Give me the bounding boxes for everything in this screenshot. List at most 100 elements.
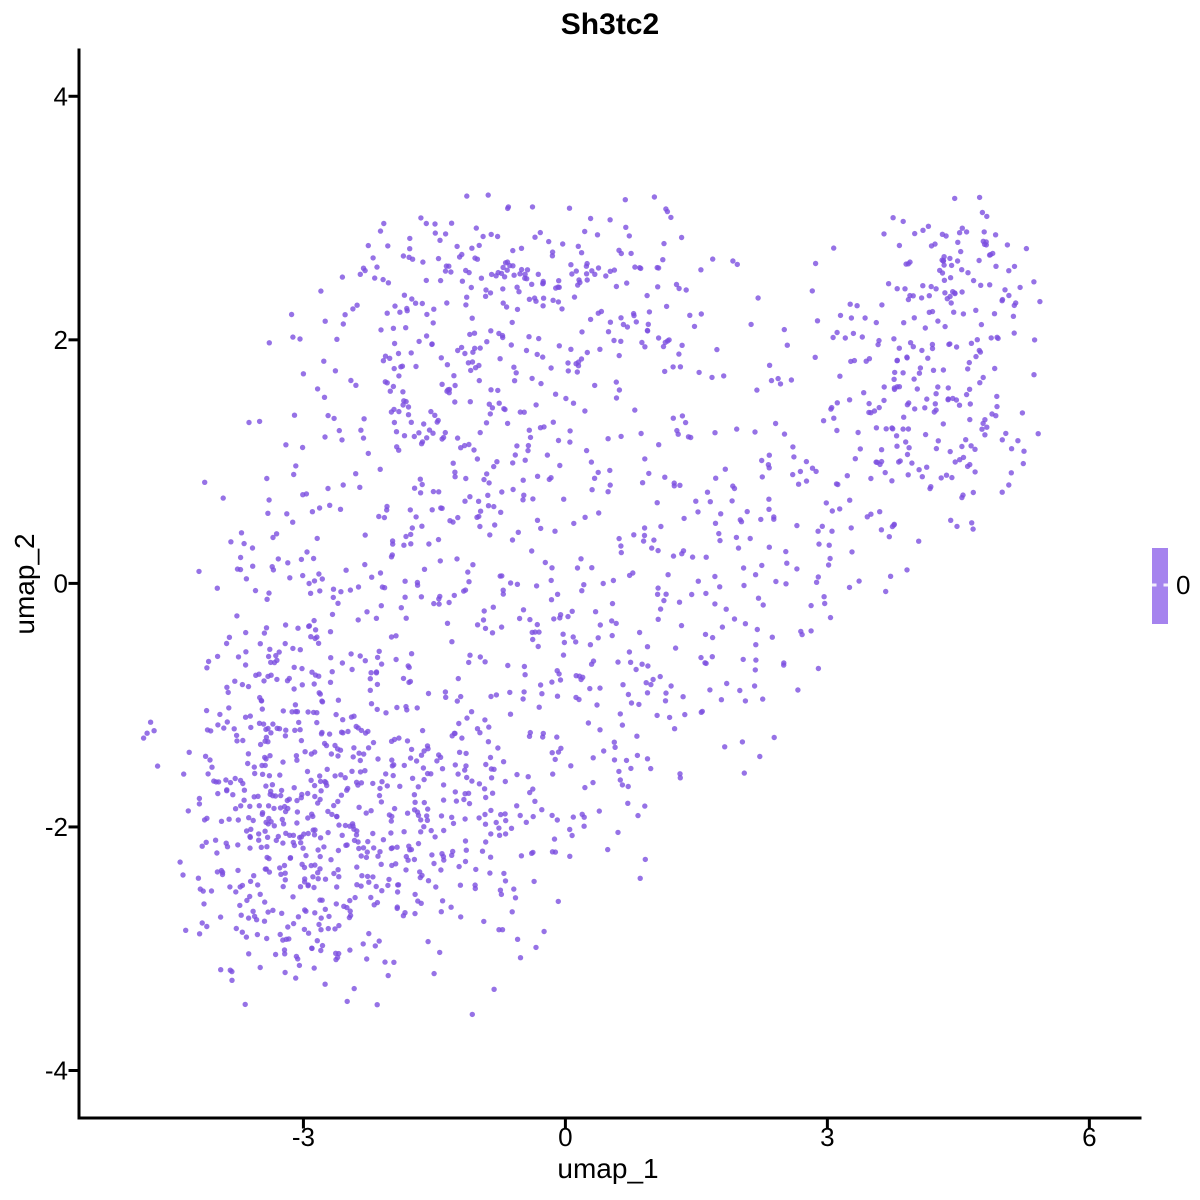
data-point <box>850 330 857 337</box>
data-point <box>428 827 434 834</box>
data-point <box>766 362 773 368</box>
data-point <box>412 910 418 917</box>
data-point <box>303 852 309 859</box>
data-point <box>1006 292 1012 299</box>
data-point <box>426 541 432 547</box>
data-point <box>356 845 362 852</box>
data-point <box>578 250 585 256</box>
data-point <box>500 264 506 271</box>
data-point <box>607 467 613 474</box>
data-point <box>377 785 383 792</box>
data-point <box>262 828 268 834</box>
data-point <box>326 731 333 737</box>
data-point <box>930 367 937 373</box>
x-tick-label: 3 <box>820 1122 834 1152</box>
data-point <box>773 578 779 585</box>
data-point <box>340 321 346 327</box>
data-point <box>456 749 463 755</box>
data-point <box>342 822 349 829</box>
data-point <box>238 530 245 536</box>
data-point <box>626 572 633 579</box>
data-point <box>530 813 536 820</box>
data-point <box>931 409 937 415</box>
data-point <box>348 651 354 657</box>
data-point <box>922 431 929 438</box>
data-point <box>338 589 344 595</box>
data-point <box>663 591 669 597</box>
data-point <box>358 727 365 734</box>
data-point <box>752 667 758 673</box>
data-point <box>636 701 642 708</box>
data-point <box>297 727 303 733</box>
data-point <box>291 471 297 478</box>
data-point <box>639 339 645 346</box>
data-point <box>493 692 500 698</box>
data-point <box>280 759 286 765</box>
data-point <box>573 694 579 701</box>
data-point <box>400 389 406 395</box>
data-point <box>698 654 704 661</box>
data-point <box>889 478 895 484</box>
data-point <box>430 320 436 326</box>
data-point <box>229 968 235 975</box>
data-point <box>609 618 615 624</box>
data-point <box>388 830 394 836</box>
data-point <box>937 267 943 274</box>
data-point <box>405 404 412 410</box>
data-point <box>378 327 384 333</box>
data-point <box>494 233 501 240</box>
data-point <box>332 926 338 932</box>
data-point <box>980 420 986 427</box>
data-point <box>365 450 371 457</box>
data-point <box>482 293 489 299</box>
data-point <box>440 782 447 788</box>
data-point <box>350 823 356 829</box>
data-point <box>533 402 539 408</box>
data-point <box>619 722 626 728</box>
data-point <box>227 884 233 890</box>
data-point <box>377 466 383 472</box>
data-point <box>241 540 247 547</box>
data-point <box>242 662 249 668</box>
data-point <box>389 763 396 769</box>
data-point <box>458 914 464 920</box>
data-point <box>502 811 508 817</box>
data-point <box>464 774 470 781</box>
data-point <box>632 407 638 413</box>
data-point <box>902 286 908 292</box>
data-point <box>896 384 903 390</box>
data-point <box>549 253 556 259</box>
data-point <box>308 862 314 869</box>
data-point <box>455 675 461 682</box>
data-point <box>247 845 253 851</box>
data-point <box>791 454 797 460</box>
data-point <box>203 839 209 845</box>
data-point <box>429 852 435 858</box>
data-point <box>425 938 431 945</box>
data-point <box>439 381 445 387</box>
plot-title: Sh3tc2 <box>561 8 659 41</box>
data-point <box>334 813 340 820</box>
data-point <box>446 599 452 606</box>
data-point <box>232 678 238 684</box>
data-point <box>290 645 296 652</box>
data-point <box>734 261 740 268</box>
data-point <box>390 772 396 779</box>
data-point <box>328 857 334 863</box>
data-point <box>737 687 743 694</box>
data-point <box>444 388 450 394</box>
data-point <box>972 469 978 475</box>
data-point <box>514 936 521 942</box>
data-point <box>316 673 322 679</box>
data-point <box>367 676 373 682</box>
data-point <box>477 508 484 514</box>
data-point <box>351 837 358 844</box>
data-point <box>521 409 527 415</box>
data-point <box>462 838 469 844</box>
data-point <box>695 509 701 515</box>
data-point <box>929 341 936 348</box>
data-point <box>251 873 257 879</box>
data-point <box>309 509 316 515</box>
data-point <box>305 709 311 715</box>
data-point <box>261 918 268 924</box>
